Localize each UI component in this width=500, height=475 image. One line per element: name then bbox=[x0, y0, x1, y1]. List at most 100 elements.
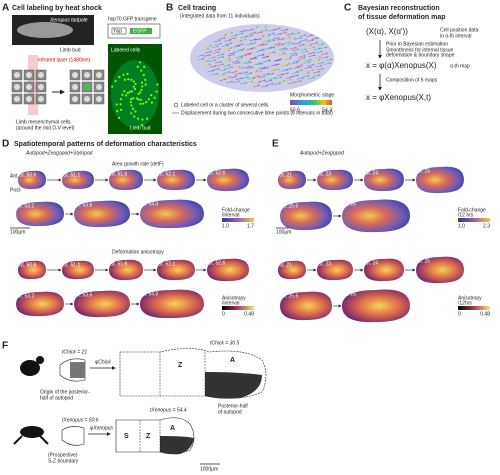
trace-cell bbox=[250, 72, 253, 74]
panel-title: Spatiotemporal patterns of deformation c… bbox=[14, 141, 197, 148]
trace bbox=[307, 64, 314, 67]
labeled-dot bbox=[120, 108, 123, 111]
trace bbox=[274, 33, 281, 36]
trace bbox=[244, 52, 251, 55]
chick-icon bbox=[36, 356, 44, 364]
labeled-dot bbox=[129, 97, 133, 101]
trace bbox=[202, 60, 209, 63]
trace-cell bbox=[228, 71, 230, 73]
trace bbox=[263, 35, 270, 38]
trace bbox=[226, 81, 233, 84]
trace bbox=[223, 76, 230, 79]
trace bbox=[302, 75, 309, 78]
trace-cell bbox=[303, 43, 305, 46]
scale-label: 1000µm bbox=[200, 466, 218, 472]
trace-cell bbox=[297, 48, 299, 51]
note: in α-th interval bbox=[440, 33, 472, 39]
trace-cell bbox=[242, 48, 245, 50]
laser-label: Infrared laser (1480nm) bbox=[38, 57, 91, 63]
cells-label: Limb mesenchymal cells bbox=[16, 119, 71, 125]
construct-box bbox=[107, 23, 161, 39]
trace bbox=[223, 71, 230, 74]
heatmap-shape bbox=[364, 258, 404, 282]
trace bbox=[209, 59, 216, 62]
trace-cell bbox=[230, 47, 232, 49]
trace-cell bbox=[246, 71, 248, 73]
trace-cell bbox=[304, 34, 307, 36]
trace-cell bbox=[320, 50, 323, 53]
axis-label: Post. bbox=[10, 187, 21, 193]
row-title: Deformation anisotropy bbox=[112, 249, 164, 255]
trace bbox=[236, 57, 243, 60]
region-letter: S bbox=[124, 433, 129, 440]
trace-cell bbox=[289, 56, 292, 59]
trace-cell bbox=[209, 63, 211, 66]
heatmap-shape bbox=[16, 291, 64, 317]
nucleus bbox=[84, 72, 90, 78]
trace-cell bbox=[295, 53, 298, 56]
nucleus bbox=[84, 84, 90, 90]
stage-label: St. 52.6 bbox=[208, 170, 225, 176]
stage-label: St. 21 bbox=[279, 262, 292, 268]
trace bbox=[202, 48, 209, 51]
trace bbox=[228, 52, 235, 55]
nucleus bbox=[96, 84, 102, 90]
trace bbox=[313, 71, 320, 74]
promoter-box bbox=[111, 27, 127, 35]
trace-cell bbox=[316, 41, 318, 44]
trace-cell bbox=[279, 58, 282, 61]
labeled-dot bbox=[130, 90, 133, 93]
labeled-dot bbox=[140, 81, 144, 84]
trace bbox=[243, 54, 250, 57]
trace bbox=[261, 56, 269, 59]
legend-text: Labeled cell or a cluster of several cel… bbox=[181, 102, 269, 108]
labeled-dot bbox=[130, 104, 133, 107]
region-letter: Z bbox=[146, 433, 151, 440]
stage-label: St. 25.5 bbox=[281, 203, 298, 209]
colorbar bbox=[290, 100, 332, 105]
frog-icon bbox=[20, 426, 44, 438]
stage-label: St. 52.6 bbox=[208, 260, 225, 266]
trace bbox=[225, 42, 232, 45]
labeled-dot bbox=[123, 78, 127, 81]
stage-label: St. 50.6 bbox=[19, 172, 36, 178]
trace bbox=[217, 53, 224, 56]
heatmap-shape bbox=[278, 170, 306, 190]
trace bbox=[250, 70, 257, 73]
labeled-dot bbox=[153, 96, 156, 99]
trace-cell bbox=[311, 34, 313, 36]
trace bbox=[265, 80, 272, 83]
trace-cell bbox=[289, 67, 292, 70]
trace-cell bbox=[288, 63, 290, 65]
heatmap-shape bbox=[342, 289, 410, 323]
colorbar-label: 1.0 bbox=[458, 223, 465, 229]
labeled-dot bbox=[119, 97, 123, 101]
labeled-dot bbox=[139, 91, 142, 94]
trace bbox=[240, 36, 247, 39]
trace-cell bbox=[271, 82, 274, 85]
trace bbox=[299, 49, 306, 51]
trace-cell bbox=[216, 72, 219, 75]
trace bbox=[230, 34, 237, 37]
trace-cell bbox=[303, 56, 306, 59]
labeled-dot bbox=[150, 101, 154, 104]
trace bbox=[320, 46, 327, 49]
trace-cell bbox=[227, 44, 229, 47]
map-label: φChick bbox=[95, 359, 111, 365]
trace bbox=[269, 77, 276, 80]
stage-label: St. 54.0 bbox=[141, 291, 158, 297]
heatmap-shape bbox=[364, 168, 404, 192]
trace bbox=[261, 67, 269, 70]
trace-cell bbox=[270, 79, 273, 82]
trace-cell bbox=[240, 49, 243, 52]
trace-cell bbox=[235, 34, 238, 36]
stage-label: St. 24 bbox=[365, 170, 378, 176]
formula: (X(α), X(α')) bbox=[366, 27, 408, 36]
trace bbox=[239, 39, 246, 42]
panel-b: B Cell tracing (Integrated data from 11 … bbox=[166, 3, 334, 117]
trace-cell bbox=[282, 37, 285, 40]
trace-cell bbox=[301, 69, 303, 72]
trace bbox=[295, 69, 302, 72]
trace-cell bbox=[223, 37, 226, 39]
heatmap-shape bbox=[18, 260, 46, 280]
